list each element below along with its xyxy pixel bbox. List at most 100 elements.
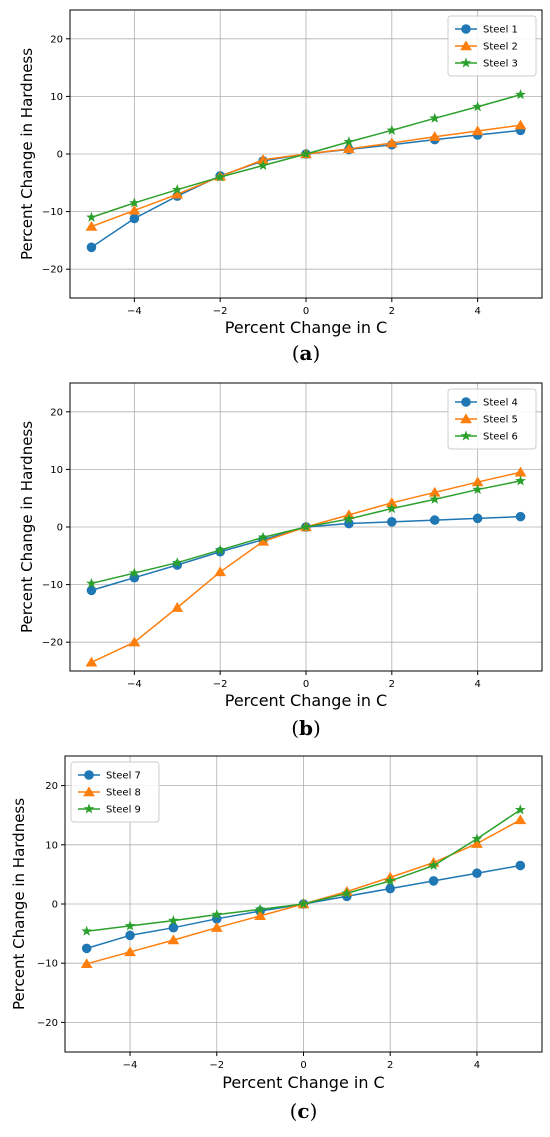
data-point — [471, 125, 484, 136]
data-point — [514, 814, 527, 825]
data-point — [214, 566, 227, 577]
data-point — [81, 943, 92, 954]
data-point — [472, 101, 483, 112]
data-point — [385, 137, 398, 148]
data-point — [428, 859, 439, 871]
series-steel-6 — [86, 475, 526, 588]
data-point — [125, 930, 135, 941]
y-tick-label: −10 — [42, 207, 63, 218]
legend-marker — [460, 430, 472, 441]
x-tick-label: −4 — [127, 306, 142, 317]
legend-marker — [461, 24, 471, 34]
y-tick-label: 20 — [50, 34, 63, 45]
data-point — [86, 577, 97, 588]
data-point — [471, 838, 483, 848]
data-point — [214, 171, 226, 182]
legend-label: Steel 1 — [483, 25, 518, 36]
x-tick-label: 2 — [389, 679, 395, 690]
data-point — [428, 876, 439, 886]
y-tick-label: −20 — [42, 638, 63, 649]
x-tick-label: −4 — [127, 679, 142, 690]
legend-marker — [83, 803, 95, 814]
legend: Steel 4 Steel 5 Steel 6 — [447, 388, 537, 450]
data-point — [85, 220, 98, 231]
x-tick-label: 0 — [300, 1060, 306, 1071]
data-point — [129, 197, 140, 208]
data-point — [515, 511, 526, 522]
data-point — [300, 148, 312, 159]
data-point — [343, 513, 355, 524]
data-point — [384, 875, 396, 886]
data-point — [515, 89, 526, 100]
legend-label: Steel 5 — [483, 415, 518, 426]
panel-label: (a) — [292, 341, 321, 365]
legend-marker — [460, 40, 472, 51]
y-tick-label: 20 — [50, 407, 63, 418]
y-axis-label: Percent Change in Hardness — [18, 421, 36, 633]
y-tick-label: 10 — [50, 465, 63, 476]
x-axis-label: Percent Change in C — [225, 691, 387, 710]
legend-label: Steel 4 — [483, 398, 518, 409]
data-point — [86, 211, 97, 222]
y-axis-label: Percent Change in Hardness — [18, 48, 36, 260]
data-point — [429, 112, 441, 123]
x-axis-label: Percent Change in C — [222, 1073, 384, 1092]
legend-label: Steel 6 — [483, 432, 518, 443]
y-tick-label: −20 — [42, 265, 63, 276]
legend-label: Steel 9 — [106, 805, 141, 816]
data-point — [514, 119, 527, 130]
data-point — [168, 914, 179, 926]
x-axis-label: Percent Change in C — [225, 318, 387, 337]
series-steel-3 — [86, 89, 526, 222]
data-point — [385, 883, 396, 894]
data-point — [254, 910, 267, 921]
data-point — [171, 557, 183, 568]
legend: Steel 1 Steel 2 Steel 3 — [447, 15, 537, 77]
x-tick-label: −2 — [209, 1060, 224, 1071]
y-axis-label: Percent Change in Hardness — [10, 798, 28, 1010]
data-point — [429, 493, 441, 504]
legend-marker — [83, 786, 95, 797]
y-tick-label: 0 — [57, 523, 63, 534]
data-point — [168, 922, 179, 933]
data-point — [257, 154, 269, 164]
data-point — [257, 531, 269, 542]
data-point — [343, 136, 355, 147]
x-tick-label: −4 — [123, 1060, 138, 1071]
data-point — [341, 887, 353, 898]
data-point — [86, 585, 97, 596]
y-tick-label: −10 — [42, 580, 63, 591]
x-tick-label: −2 — [213, 679, 228, 690]
legend-marker — [461, 397, 471, 407]
legend: Steel 7 Steel 8 Steel 9 — [70, 761, 160, 823]
data-point — [471, 476, 484, 487]
data-point — [386, 502, 398, 514]
panel-label: (b) — [291, 716, 321, 740]
y-tick-label: 0 — [52, 900, 58, 911]
x-tick-label: 0 — [303, 306, 309, 317]
series-steel-9 — [81, 804, 526, 936]
data-point — [210, 922, 223, 932]
data-point — [472, 513, 483, 524]
legend-label: Steel 8 — [106, 788, 141, 799]
data-point — [515, 475, 526, 486]
data-point — [428, 486, 441, 497]
data-point — [515, 860, 526, 871]
data-point — [171, 188, 184, 199]
y-tick-label: −10 — [37, 959, 58, 970]
data-point — [85, 656, 98, 667]
data-point — [514, 466, 527, 477]
data-point — [472, 483, 483, 495]
data-point — [214, 544, 226, 555]
legend-label: Steel 2 — [483, 42, 518, 53]
data-point — [257, 159, 269, 171]
data-point — [429, 515, 440, 525]
data-point — [129, 213, 140, 224]
data-point — [257, 535, 269, 546]
data-point — [472, 868, 482, 879]
data-point — [171, 184, 183, 195]
x-tick-label: −2 — [213, 306, 228, 317]
